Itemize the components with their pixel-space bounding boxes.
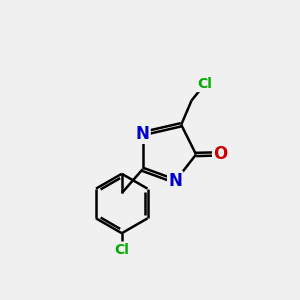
Text: N: N bbox=[168, 172, 182, 190]
Text: N: N bbox=[136, 125, 149, 143]
Text: O: O bbox=[213, 145, 228, 163]
Text: Cl: Cl bbox=[197, 77, 212, 91]
Text: Cl: Cl bbox=[114, 243, 129, 256]
